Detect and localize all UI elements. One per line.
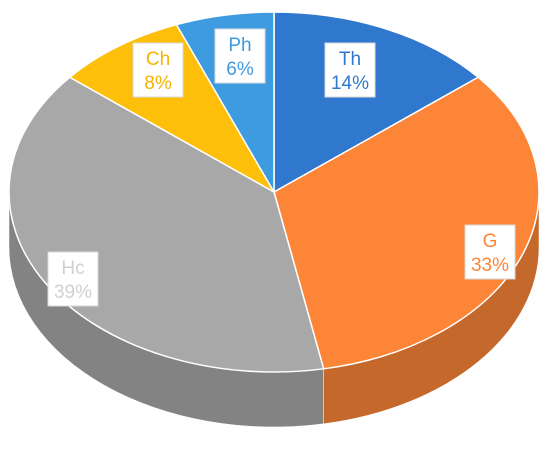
- pie-slice-g: [273, 76, 540, 370]
- data-label-category: Th: [339, 49, 361, 70]
- pie-labels: Th 14% G 33% Hc 39% Ch 8% Ph 6%: [47, 28, 516, 307]
- data-label-percent: 39%: [54, 282, 92, 303]
- data-label-category: G: [483, 231, 498, 252]
- data-label-percent: 33%: [471, 255, 509, 276]
- data-label-g: G 33%: [464, 224, 516, 280]
- data-label-th: Th 14%: [324, 42, 376, 98]
- data-label-hc: Hc 39%: [47, 251, 99, 307]
- data-label-box: [47, 251, 99, 307]
- data-label-box: [324, 42, 376, 98]
- data-label-percent: 6%: [226, 59, 254, 80]
- data-label-category: Ph: [228, 35, 251, 56]
- data-label-ph: Ph 6%: [214, 28, 266, 84]
- data-label-box: [132, 42, 184, 98]
- data-label-percent: 8%: [144, 73, 172, 94]
- data-label-percent: 14%: [331, 73, 369, 94]
- pie-slice-ch: [68, 23, 277, 195]
- data-label-category: Ch: [146, 49, 170, 70]
- data-label-box: [464, 224, 516, 280]
- data-label-box: [214, 28, 266, 84]
- data-label-category: Hc: [61, 258, 84, 279]
- data-label-ch: Ch 8%: [132, 42, 184, 98]
- pie-slices: [8, 11, 540, 373]
